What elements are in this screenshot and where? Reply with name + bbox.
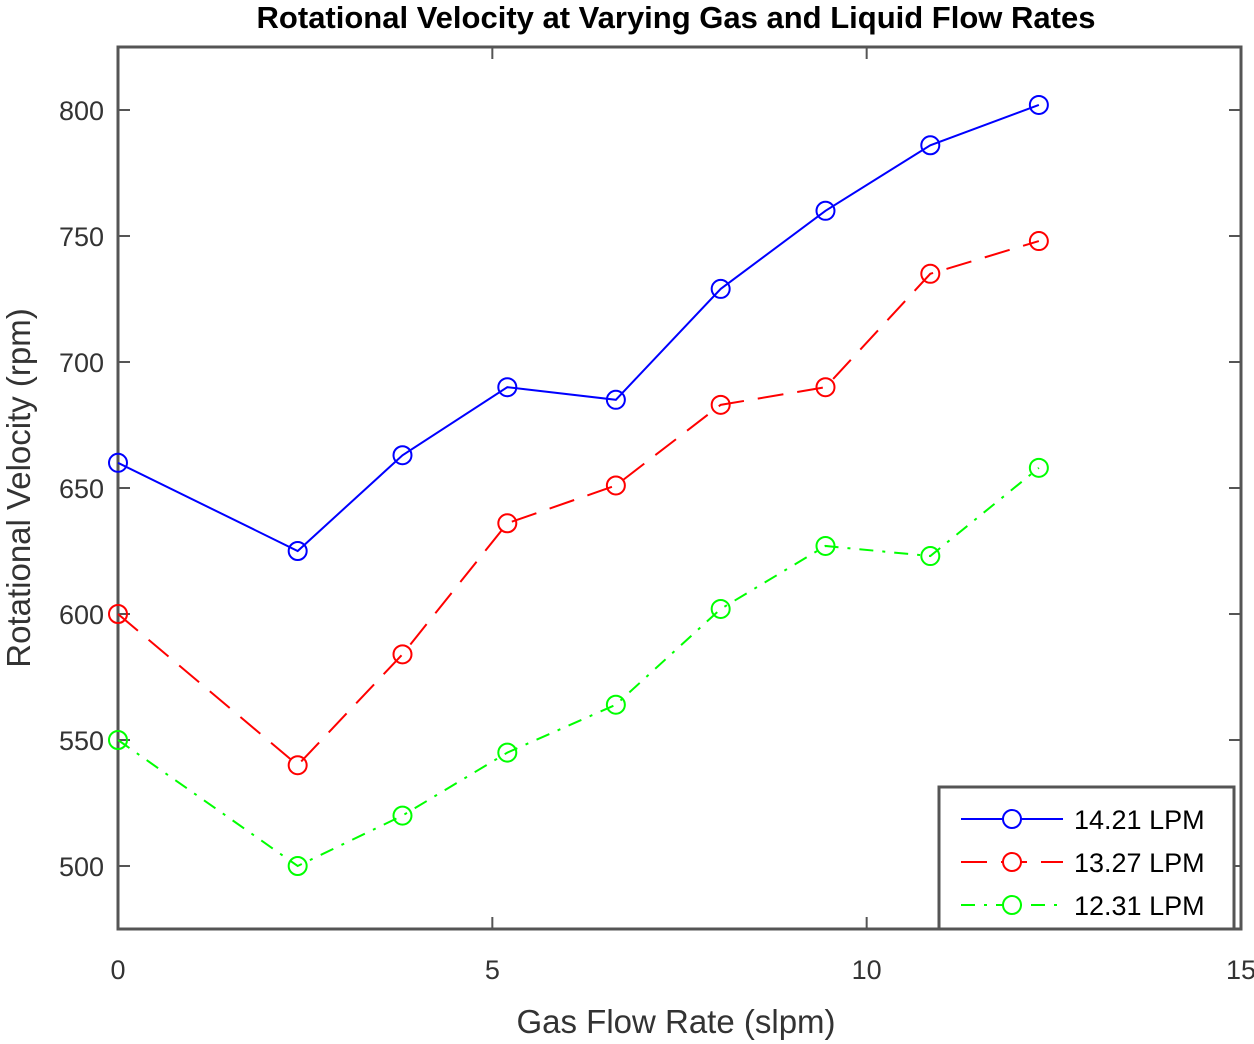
data-point (497, 513, 518, 534)
legend-marker (1002, 809, 1022, 829)
legend: 14.21 LPM 13.27 LPM 12.31 LPM (937, 785, 1236, 931)
data-point (108, 730, 128, 750)
data-point (1028, 457, 1049, 478)
data-point (605, 389, 626, 410)
chart-title: Rotational Velocity at Varying Gas and L… (257, 0, 1096, 35)
legend-marker (1002, 895, 1022, 915)
data-point (108, 604, 128, 624)
data-point (815, 377, 836, 398)
data-point (710, 278, 731, 299)
y-tick-label: 800 (59, 96, 104, 126)
data-point (920, 546, 941, 567)
data-point (710, 394, 731, 415)
data-point (392, 805, 413, 826)
data-point (920, 135, 941, 156)
legend-label: 14.21 LPM (1074, 805, 1205, 835)
data-point (1028, 94, 1049, 115)
y-tick-label: 600 (59, 600, 104, 630)
series-line (117, 467, 1040, 868)
x-tick-label: 15 (1226, 955, 1254, 985)
data-point (108, 452, 128, 473)
y-tick-label: 550 (59, 726, 104, 756)
data-point (815, 535, 836, 556)
y-tick-label: 500 (59, 852, 104, 882)
plot-area (116, 45, 1243, 931)
data-point (497, 742, 518, 763)
data-point (1028, 231, 1049, 252)
x-axis-label: Gas Flow Rate (slpm) (516, 1003, 835, 1040)
legend-box (937, 785, 1236, 931)
x-tick-label: 10 (852, 955, 882, 985)
data-point (497, 377, 518, 398)
y-tick-label: 650 (59, 474, 104, 504)
data-point (287, 856, 308, 876)
data-point (605, 694, 626, 715)
data-point (392, 445, 413, 466)
data-point (392, 644, 413, 665)
legend-marker (1002, 852, 1022, 872)
series-line (117, 104, 1040, 553)
legend-label: 13.27 LPM (1074, 848, 1205, 878)
data-point (920, 263, 941, 284)
x-tick-label: 0 (110, 955, 125, 985)
data-point (605, 475, 626, 496)
x-tick-label: 5 (485, 955, 500, 985)
data-point (710, 598, 731, 619)
series-line (117, 240, 1040, 767)
data-point (815, 200, 836, 221)
y-tick-label: 750 (59, 222, 104, 252)
y-tick-label: 700 (59, 348, 104, 378)
data-point (287, 755, 308, 776)
y-axis-label: Rotational Velocity (rpm) (0, 308, 37, 667)
legend-label: 12.31 LPM (1074, 891, 1205, 921)
data-point (287, 541, 308, 561)
